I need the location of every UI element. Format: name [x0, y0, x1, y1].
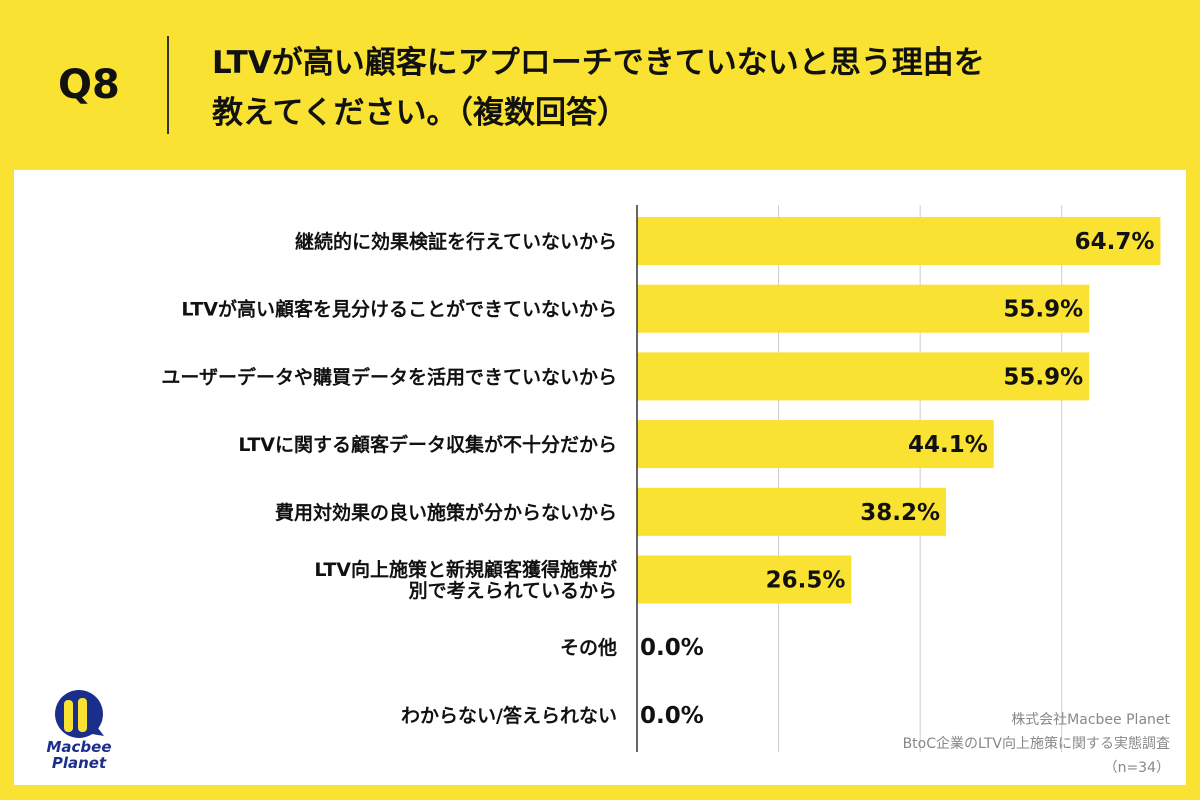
bar	[637, 487, 947, 536]
title-line-2: 教えてください。（複数回答）	[212, 95, 629, 131]
data-label: 26.5%	[766, 568, 846, 594]
bar	[637, 352, 1090, 401]
category-label: LTVが高い顧客を見分けることができていないから	[181, 298, 617, 321]
logo-mark: Macbee Planet	[46, 690, 112, 772]
category-label: LTVに関する顧客データ収集が不十分だから	[238, 433, 617, 456]
bar	[637, 555, 852, 604]
data-label: 64.7%	[1075, 229, 1155, 255]
question-number: Q8	[58, 62, 120, 108]
category-label: 継続的に効果検証を行えていないから	[295, 230, 617, 253]
data-label: 55.9%	[1003, 364, 1083, 390]
category-label: わからない/答えられない	[401, 704, 617, 727]
page-title: LTVが高い顧客にアプローチできていないと思う理由を 教えてください。（複数回答…	[212, 38, 1172, 138]
divider	[167, 36, 169, 134]
category-label: その他	[560, 636, 617, 659]
macbee-planet-logo: Macbee Planet	[42, 688, 132, 777]
data-label: 44.1%	[908, 432, 988, 458]
category-label: ユーザーデータや購買データを活用できていないから	[161, 365, 617, 388]
category-label: LTV向上施策と新規顧客獲得施策が	[314, 558, 617, 581]
bar	[637, 217, 1161, 265]
survey-name: BtoC企業のLTV向上施策に関する実態調査	[902, 736, 1170, 752]
bar	[637, 284, 1090, 333]
chart-panel	[14, 170, 1186, 785]
bar	[637, 420, 994, 469]
title-line-1: LTVが高い顧客にアプローチできていないと思う理由を	[212, 45, 985, 81]
svg-text:Planet: Planet	[52, 754, 107, 772]
svg-text:Macbee: Macbee	[46, 738, 111, 756]
category-label: 別で考えられているから	[409, 580, 617, 602]
category-label: 費用対効果の良い施策が分からないから	[275, 501, 617, 524]
data-label: 0.0%	[640, 635, 704, 661]
company-name: 株式会社Macbee Planet	[1011, 712, 1170, 728]
data-label: 0.0%	[640, 703, 704, 729]
source-note: 株式会社Macbee Planet BtoC企業のLTV向上施策に関する実態調査…	[903, 708, 1170, 780]
data-label: 55.9%	[1003, 297, 1083, 323]
data-label: 38.2%	[860, 500, 940, 526]
sample-size: （n=34）	[1103, 760, 1170, 776]
